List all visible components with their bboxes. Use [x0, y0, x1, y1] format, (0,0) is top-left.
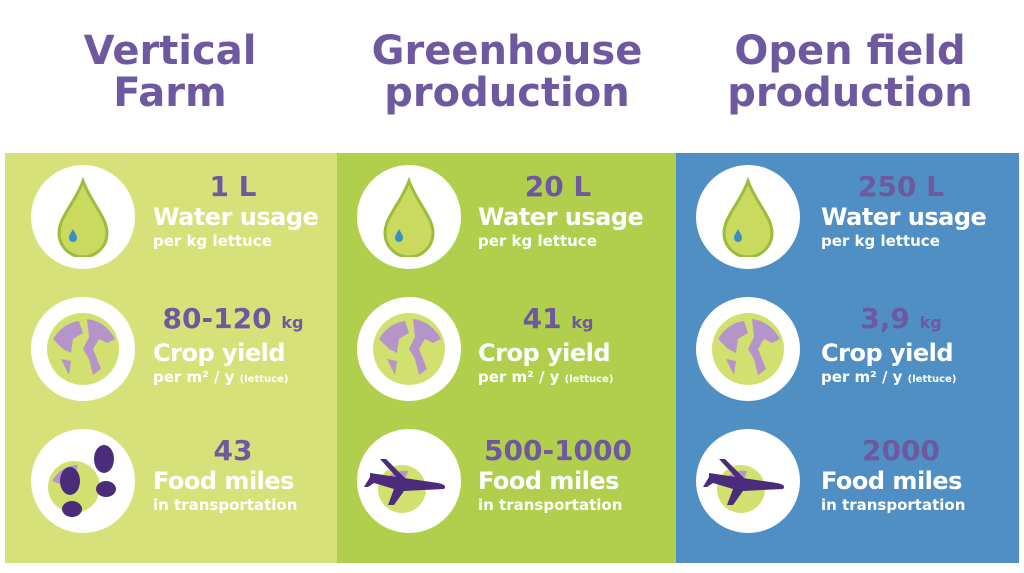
- stat-unit: kg: [571, 313, 594, 332]
- stat-yield: 3,9 kg Crop yield per m² / y (lettuce): [676, 293, 1019, 413]
- globe-icon: [357, 297, 461, 401]
- stat-value: 250 L: [857, 170, 945, 203]
- panel-column: 1 L Water usage per kg lettuce 80-120 kg…: [5, 153, 337, 563]
- stat-unit: kg: [919, 313, 942, 332]
- stat-miles: 2000 Food miles in transportation: [676, 425, 1019, 545]
- stat-label: Water usage: [478, 203, 644, 231]
- stat-sub: per kg lettuce: [821, 232, 940, 250]
- globe-icon: [31, 297, 135, 401]
- stat-value: 3,9 kg: [860, 302, 942, 335]
- water-drop-icon: [31, 165, 135, 269]
- stat-unit: kg: [281, 313, 304, 332]
- stat-sub: per m² / y (lettuce): [821, 368, 957, 386]
- stat-sub: per m² / y (lettuce): [153, 368, 289, 386]
- stat-label: Crop yield: [821, 339, 954, 367]
- stat-label: Water usage: [821, 203, 987, 231]
- globe-icon: [696, 297, 800, 401]
- stat-label: Crop yield: [153, 339, 286, 367]
- stat-value: 2000: [862, 434, 940, 467]
- column-title: Vertical Farm: [83, 28, 257, 116]
- stat-sub: per kg lettuce: [478, 232, 597, 250]
- stat-sub: in transportation: [478, 496, 623, 514]
- stat-sub: in transportation: [821, 496, 966, 514]
- stat-water: 1 L Water usage per kg lettuce: [5, 161, 337, 281]
- column-title: Greenhouse production: [371, 28, 643, 116]
- column-title: Open field production: [727, 28, 973, 116]
- stat-water: 250 L Water usage per kg lettuce: [676, 161, 1019, 281]
- water-drop-icon: [357, 165, 461, 269]
- stat-value: 20 L: [524, 170, 592, 203]
- airplane-globe-icon: [696, 429, 800, 533]
- stat-value: 41 kg: [522, 302, 594, 335]
- stat-label: Crop yield: [478, 339, 611, 367]
- panel-column: 250 L Water usage per kg lettuce 3,9 kg …: [676, 153, 1019, 563]
- stat-yield: 80-120 kg Crop yield per m² / y (lettuce…: [5, 293, 337, 413]
- stat-yield: 41 kg Crop yield per m² / y (lettuce): [337, 293, 676, 413]
- stat-sub: in transportation: [153, 496, 298, 514]
- stat-label: Food miles: [153, 467, 294, 495]
- airplane-globe-icon: [357, 429, 461, 533]
- stat-value: 1 L: [209, 170, 257, 203]
- stat-label: Food miles: [821, 467, 962, 495]
- panel-column: 20 L Water usage per kg lettuce 41 kg Cr…: [337, 153, 676, 563]
- stat-label: Food miles: [478, 467, 619, 495]
- stat-label: Water usage: [153, 203, 319, 231]
- footprints-globe-icon: [31, 429, 135, 533]
- stat-sub: per kg lettuce: [153, 232, 272, 250]
- water-drop-icon: [696, 165, 800, 269]
- stat-miles: 43 Food miles in transportation: [5, 425, 337, 545]
- stat-miles: 500-1000 Food miles in transportation: [337, 425, 676, 545]
- stat-value: 500-1000: [484, 434, 632, 467]
- stat-water: 20 L Water usage per kg lettuce: [337, 161, 676, 281]
- stat-value: 80-120 kg: [162, 302, 304, 335]
- stat-value: 43: [213, 434, 253, 467]
- stat-sub: per m² / y (lettuce): [478, 368, 614, 386]
